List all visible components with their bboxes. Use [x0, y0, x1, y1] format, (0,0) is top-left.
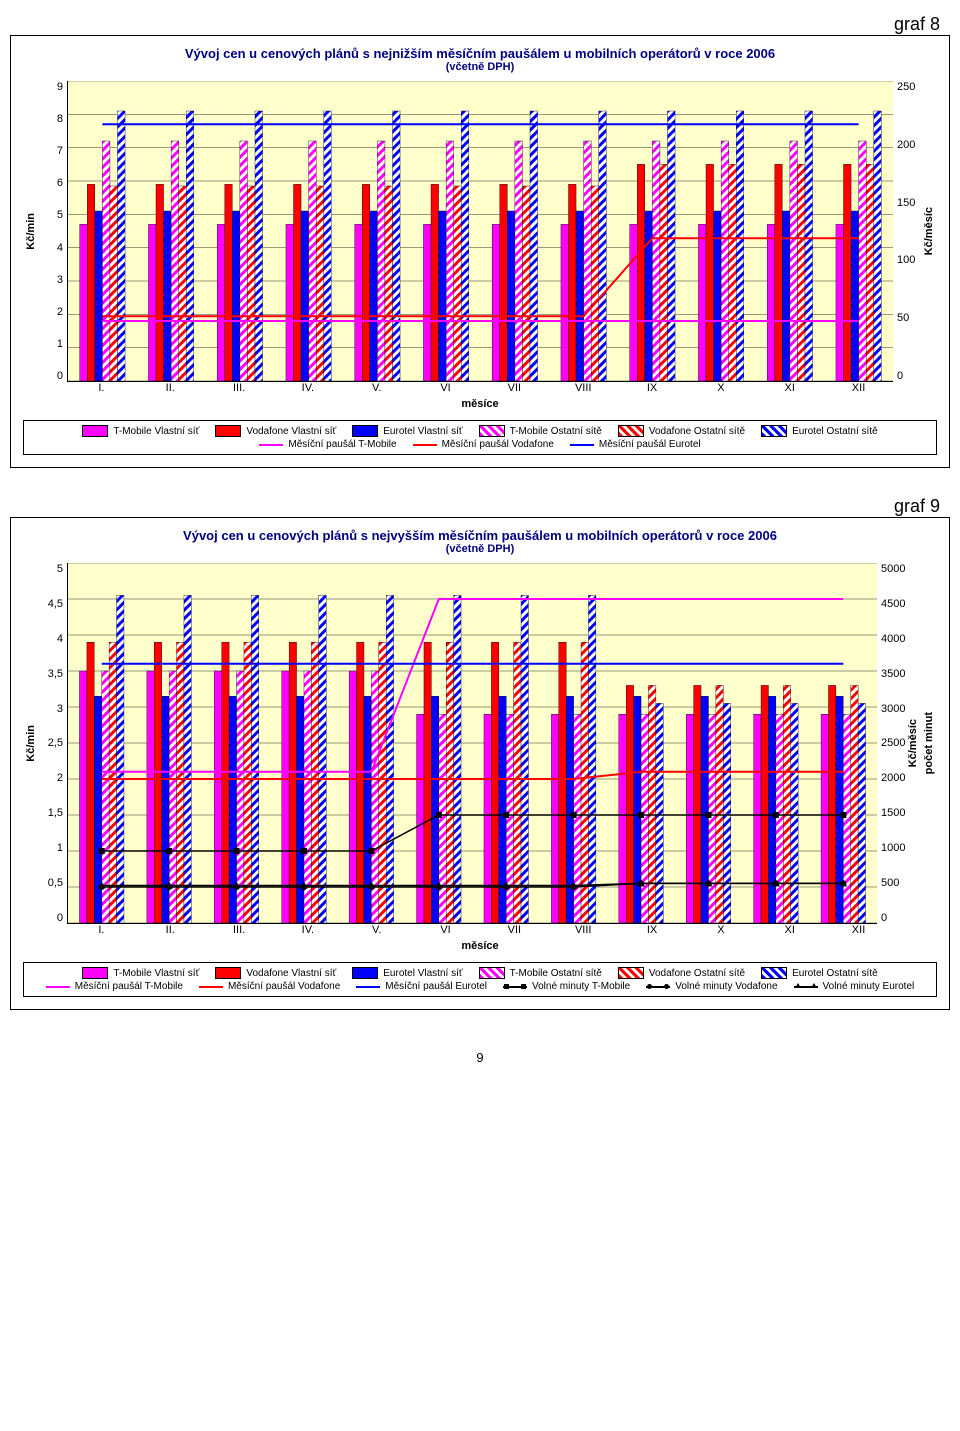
legend-item: Eurotel Vlastní síť — [352, 967, 462, 979]
graf-label-1: graf 8 — [10, 14, 940, 35]
chart1-subtitle: (včetně DPH) — [23, 61, 937, 73]
chart2-yright-ticks: 5000450040003500300025002000150010005000 — [877, 563, 905, 924]
chart2-xaxis: I.II.III.IV.V.VIVIIVIIIIXXXIXII — [67, 924, 893, 936]
legend-item: T-Mobile Ostatní sítě — [479, 967, 602, 979]
legend-item: Měsíční paušál Vodafone — [199, 981, 340, 992]
chart2-yleft-ticks: 54,543,532,521,510,50 — [39, 563, 67, 924]
chart2-yleft-label: Kč/min — [23, 725, 39, 762]
legend-item: Měsíční paušál Eurotel — [356, 981, 487, 992]
legend-item: Volné minuty T-Mobile — [503, 981, 630, 992]
legend-item: T-Mobile Ostatní sítě — [479, 425, 602, 437]
legend-item: Volné minuty Eurotel — [794, 981, 915, 992]
legend-item: Vodafone Vlastní síť — [215, 425, 336, 437]
chart1-yleft-label: Kč/min — [23, 213, 39, 250]
chart2-xlabel: měsíce — [23, 940, 937, 952]
chart1-yright-label: Kč/měsíc — [921, 207, 937, 255]
legend-item: Eurotel Ostatní sítě — [761, 967, 878, 979]
legend-item: Volné minuty Vodafone — [646, 981, 777, 992]
legend-item: T-Mobile Vlastní síť — [82, 425, 199, 437]
page-number: 9 — [10, 1050, 950, 1065]
chart2-yright-label: Kč/měsíc — [905, 719, 921, 767]
legend-item: Vodafone Vlastní síť — [215, 967, 336, 979]
chart2-subtitle: (včetně DPH) — [23, 543, 937, 555]
legend-item: Vodafone Ostatní sítě — [618, 967, 745, 979]
legend-item: Eurotel Ostatní sítě — [761, 425, 878, 437]
legend-item: Eurotel Vlastní síť — [352, 425, 462, 437]
chart1-yright-ticks: 250200150100500 — [893, 81, 921, 382]
chart1-plot — [67, 81, 893, 382]
chart-2: Vývoj cen u cenových plánů s nejvyšším m… — [10, 517, 950, 1010]
chart2-plot — [67, 563, 877, 924]
chart-1: Vývoj cen u cenových plánů s nejnižším m… — [10, 35, 950, 468]
legend-item: Měsíční paušál Eurotel — [570, 439, 701, 450]
legend-item: Měsíční paušál Vodafone — [413, 439, 554, 450]
legend-item: Měsíční paušál T-Mobile — [259, 439, 396, 450]
chart1-yleft-ticks: 9876543210 — [39, 81, 67, 382]
chart2-title: Vývoj cen u cenových plánů s nejvyšším m… — [23, 528, 937, 543]
chart2-yright2-label: počet minut — [921, 712, 937, 774]
chart1-xlabel: měsíce — [23, 398, 937, 410]
graf-label-2: graf 9 — [10, 496, 940, 517]
legend-item: Měsíční paušál T-Mobile — [46, 981, 183, 992]
legend-item: Vodafone Ostatní sítě — [618, 425, 745, 437]
chart1-title: Vývoj cen u cenových plánů s nejnižším m… — [23, 46, 937, 61]
chart2-legend: T-Mobile Vlastní síť Vodafone Vlastní síť… — [23, 962, 937, 997]
chart1-xaxis: I.II.III.IV.V.VIVIIVIIIIXXXIXII — [67, 382, 893, 394]
legend-item: T-Mobile Vlastní síť — [82, 967, 199, 979]
chart1-legend: T-Mobile Vlastní síť Vodafone Vlastní síť… — [23, 420, 937, 455]
